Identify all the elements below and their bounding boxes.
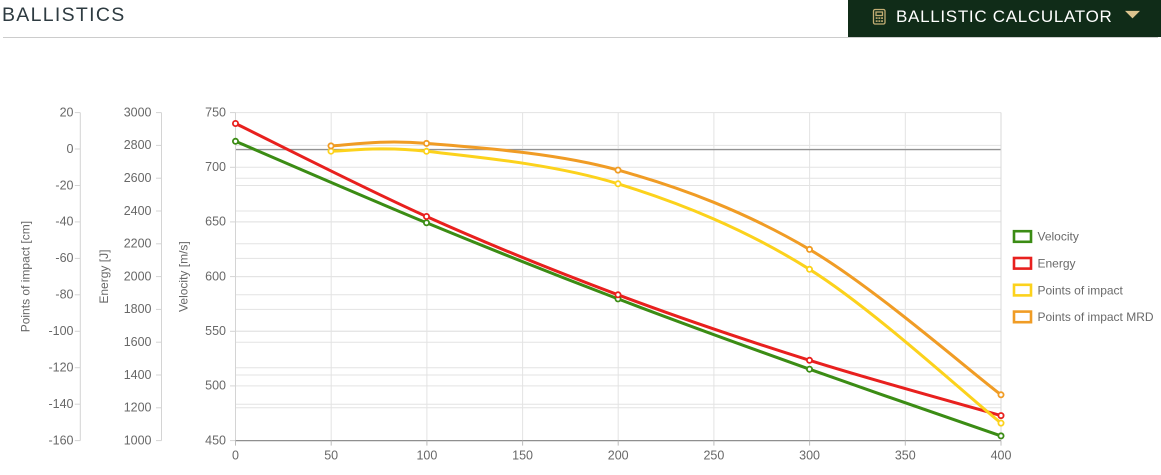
svg-text:1000: 1000: [124, 433, 152, 447]
svg-text:Velocity: Velocity: [1038, 230, 1079, 244]
svg-text:2600: 2600: [124, 171, 152, 185]
svg-text:700: 700: [205, 160, 226, 174]
svg-text:0: 0: [232, 449, 239, 463]
svg-text:2000: 2000: [124, 269, 152, 283]
svg-text:650: 650: [205, 215, 226, 229]
svg-text:600: 600: [205, 269, 226, 283]
svg-text:1600: 1600: [124, 335, 152, 349]
svg-text:-160: -160: [48, 433, 73, 447]
svg-text:3000: 3000: [124, 105, 152, 119]
svg-text:250: 250: [703, 449, 724, 463]
svg-text:2200: 2200: [124, 237, 152, 251]
svg-text:Points of impact MRD: Points of impact MRD: [1038, 310, 1154, 324]
svg-text:-100: -100: [48, 324, 73, 338]
svg-text:300: 300: [799, 449, 820, 463]
svg-text:-120: -120: [48, 361, 73, 375]
svg-text:450: 450: [205, 433, 226, 447]
svg-text:50: 50: [324, 449, 338, 463]
svg-text:750: 750: [205, 105, 226, 119]
svg-text:350: 350: [895, 449, 916, 463]
svg-text:Points of impact: Points of impact: [1038, 283, 1124, 297]
svg-text:150: 150: [512, 449, 533, 463]
svg-text:-140: -140: [48, 397, 73, 411]
svg-text:200: 200: [608, 449, 629, 463]
svg-text:1200: 1200: [124, 401, 152, 415]
svg-text:2800: 2800: [124, 138, 152, 152]
svg-text:-60: -60: [55, 251, 73, 265]
svg-text:Velocity [m/s]: Velocity [m/s]: [177, 241, 191, 312]
svg-text:100: 100: [416, 449, 437, 463]
svg-text:500: 500: [205, 379, 226, 393]
svg-text:400: 400: [991, 449, 1012, 463]
svg-text:550: 550: [205, 324, 226, 338]
svg-text:0: 0: [67, 142, 74, 156]
svg-text:-40: -40: [55, 215, 73, 229]
svg-text:Energy [J]: Energy [J]: [97, 250, 111, 304]
svg-text:1800: 1800: [124, 302, 152, 316]
svg-text:2400: 2400: [124, 204, 152, 218]
svg-text:Points of impact [cm]: Points of impact [cm]: [19, 221, 33, 332]
svg-text:-20: -20: [55, 178, 73, 192]
svg-text:20: 20: [60, 105, 74, 119]
svg-text:1400: 1400: [124, 368, 152, 382]
svg-text:Energy: Energy: [1038, 257, 1076, 271]
svg-text:-80: -80: [55, 288, 73, 302]
